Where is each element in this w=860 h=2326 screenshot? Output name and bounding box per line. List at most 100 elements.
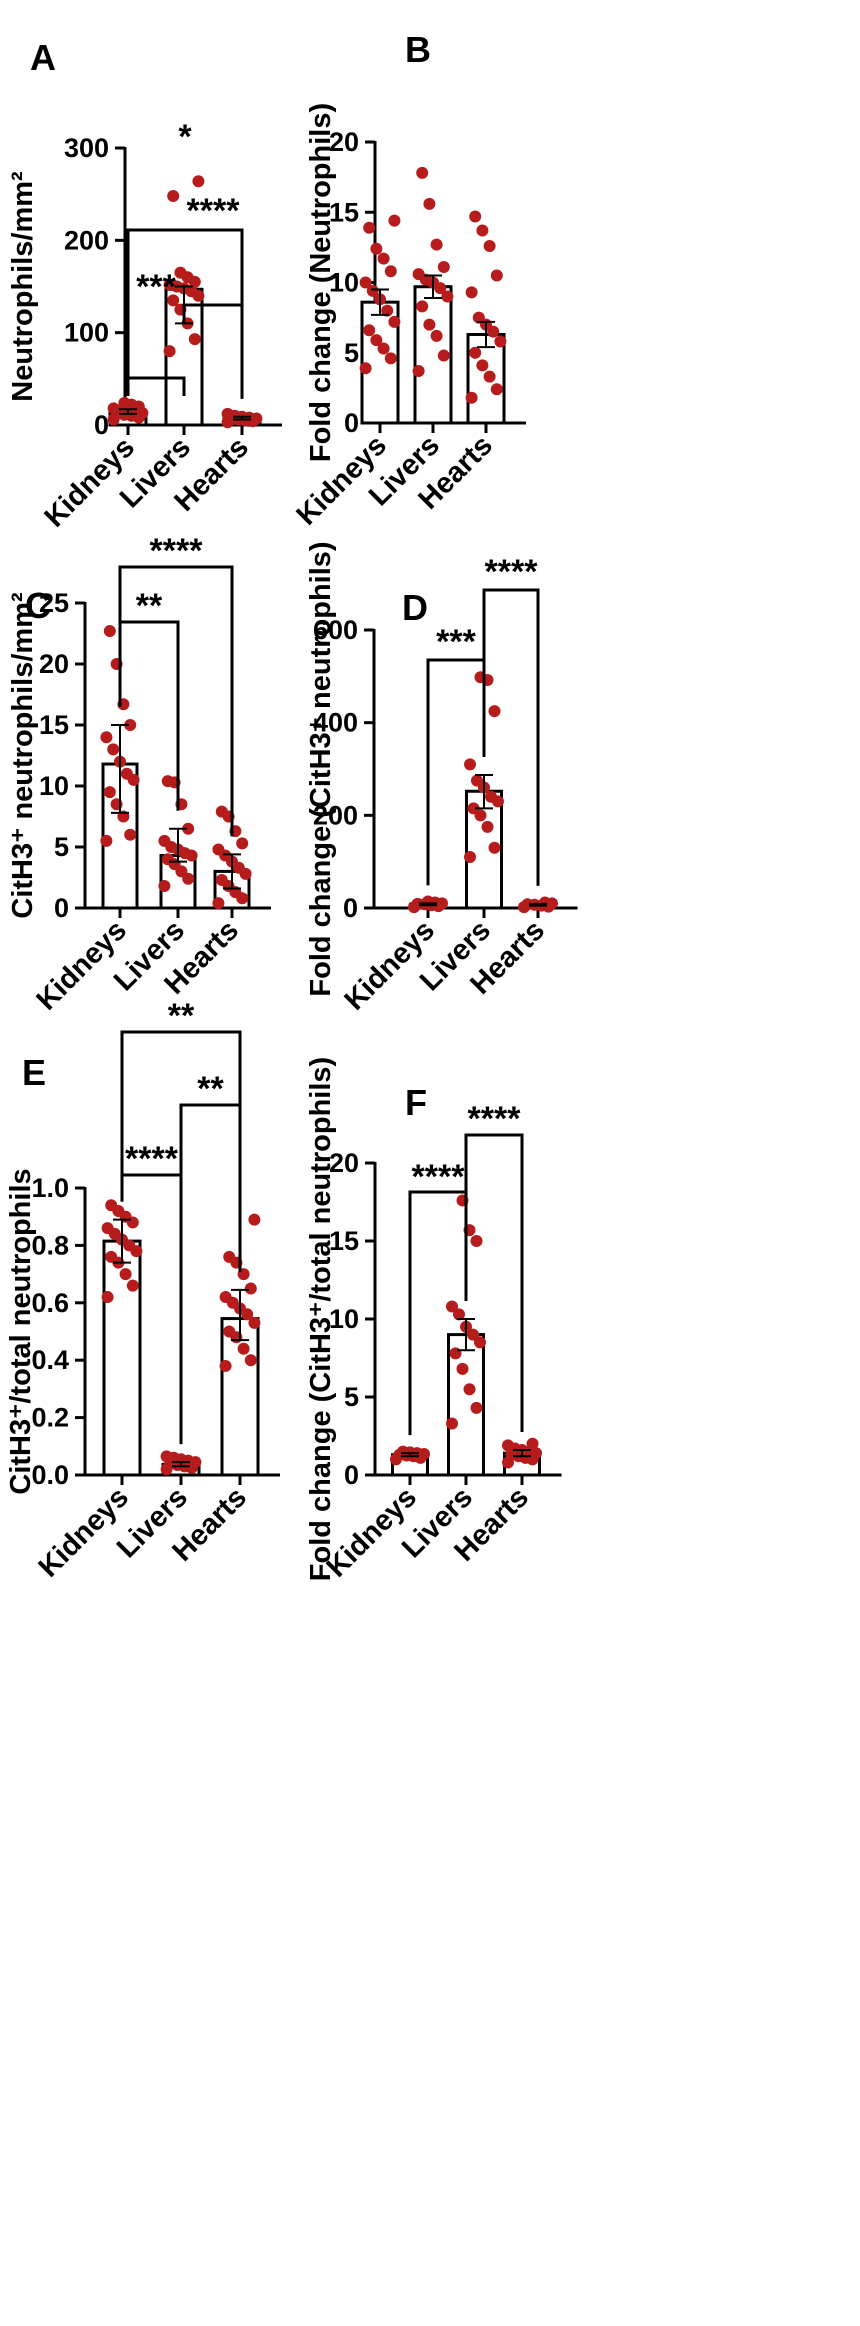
significance-label-a: **** xyxy=(187,192,241,230)
data-point-a xyxy=(192,175,205,188)
significance-label-a: * xyxy=(178,118,192,156)
significance-label-e: ** xyxy=(168,997,195,1035)
data-point-b xyxy=(416,166,429,179)
significance-label-c: **** xyxy=(150,532,204,570)
data-point-b xyxy=(370,334,383,347)
y-tick-label-a: 0 xyxy=(94,410,109,440)
significance-label-a: *** xyxy=(136,268,176,306)
y-tick-label-e: 0.6 xyxy=(31,1288,69,1318)
y-axis-label-b: Fold change (Neutrophils) xyxy=(305,103,337,462)
y-axis-label-a: Neutrophils/mm² xyxy=(7,171,39,402)
data-point-e xyxy=(244,1354,257,1367)
data-point-f xyxy=(463,1383,476,1396)
data-point-e xyxy=(160,1450,173,1463)
data-point-b xyxy=(483,239,496,252)
y-tick-label-b: 5 xyxy=(344,338,359,368)
data-point-b xyxy=(363,324,376,337)
data-point-d xyxy=(521,898,534,911)
data-point-d xyxy=(481,820,494,833)
y-tick-label-d: 400 xyxy=(313,708,358,738)
data-point-e xyxy=(101,1291,114,1304)
y-axis-label-d: Fold change (CitH3⁺ neutrophils) xyxy=(305,541,337,996)
data-point-c xyxy=(107,743,120,756)
data-point-b xyxy=(483,370,496,383)
data-point-c xyxy=(236,837,249,850)
data-point-f xyxy=(467,1328,479,1341)
data-point-f xyxy=(526,1437,539,1450)
data-point-b xyxy=(388,315,401,328)
y-tick-label-a: 300 xyxy=(64,133,109,163)
data-point-c xyxy=(124,828,137,841)
data-point-b xyxy=(366,284,379,297)
significance-label-d: *** xyxy=(436,623,476,661)
data-point-e xyxy=(105,1250,118,1263)
bar-e-hearts xyxy=(220,1317,260,1477)
data-point-f xyxy=(474,1336,486,1349)
data-point-d xyxy=(488,841,501,854)
data-point-b xyxy=(370,242,383,255)
data-point-f xyxy=(449,1347,462,1360)
y-tick-label-c: 5 xyxy=(54,832,69,862)
significance-bracket-e xyxy=(120,1030,242,1272)
data-point-e xyxy=(223,1250,236,1263)
data-point-f xyxy=(446,1417,458,1430)
data-point-b xyxy=(430,238,443,251)
data-point-e xyxy=(237,1342,250,1355)
data-point-a xyxy=(167,190,180,203)
significance-label-c: ** xyxy=(136,587,163,625)
y-tick-label-f: 10 xyxy=(329,1304,359,1334)
data-point-b xyxy=(441,290,454,303)
data-point-c xyxy=(158,880,171,893)
data-point-b xyxy=(430,329,443,342)
data-point-f xyxy=(446,1300,458,1313)
data-point-b xyxy=(363,221,376,234)
data-point-c xyxy=(212,843,225,856)
y-tick-label-b: 20 xyxy=(329,127,359,157)
data-point-b xyxy=(490,269,503,282)
significance-bracket-d xyxy=(482,588,540,886)
data-point-f xyxy=(456,1362,469,1375)
data-point-e xyxy=(101,1222,114,1235)
data-point-f xyxy=(502,1439,514,1452)
data-point-c xyxy=(215,805,228,818)
data-point-b xyxy=(494,335,507,348)
data-point-d xyxy=(411,897,424,910)
data-point-c xyxy=(103,786,116,799)
data-point-d xyxy=(488,705,501,718)
y-tick-label-c: 10 xyxy=(39,771,69,801)
data-point-e xyxy=(223,1325,236,1338)
data-point-a xyxy=(163,278,176,291)
panel-letter-f: F xyxy=(405,1082,427,1123)
data-point-e xyxy=(219,1359,232,1372)
data-point-b xyxy=(412,268,425,281)
data-point-e xyxy=(244,1282,257,1295)
data-point-b xyxy=(384,352,397,365)
data-point-b xyxy=(476,224,489,237)
data-point-c xyxy=(161,775,174,788)
data-point-c xyxy=(100,731,113,744)
data-point-c xyxy=(215,873,228,886)
y-tick-label-e: 0.0 xyxy=(31,1460,69,1490)
data-point-c xyxy=(161,853,174,866)
data-point-a xyxy=(118,396,131,409)
data-point-f xyxy=(470,1235,483,1247)
significance-label-e: **** xyxy=(125,1140,179,1178)
data-point-b xyxy=(423,197,436,210)
y-tick-label-f: 20 xyxy=(329,1148,359,1178)
data-point-a xyxy=(174,266,187,279)
data-point-b xyxy=(423,318,436,331)
significance-label-d: **** xyxy=(485,553,539,591)
data-point-b xyxy=(359,362,372,375)
data-point-c xyxy=(212,897,225,910)
data-point-e xyxy=(105,1199,118,1212)
data-point-b xyxy=(384,265,397,278)
data-point-b xyxy=(465,391,478,404)
y-axis-label-f: Fold change (CitH3⁺/total neutrophils) xyxy=(305,1057,337,1581)
data-point-c xyxy=(120,767,133,780)
significance-label-e: ** xyxy=(197,1070,224,1108)
y-tick-label-b: 15 xyxy=(329,197,359,227)
y-tick-label-a: 100 xyxy=(64,318,109,348)
data-point-b xyxy=(465,286,478,299)
data-point-a xyxy=(163,345,176,358)
panel-letter-a: A xyxy=(30,37,56,78)
